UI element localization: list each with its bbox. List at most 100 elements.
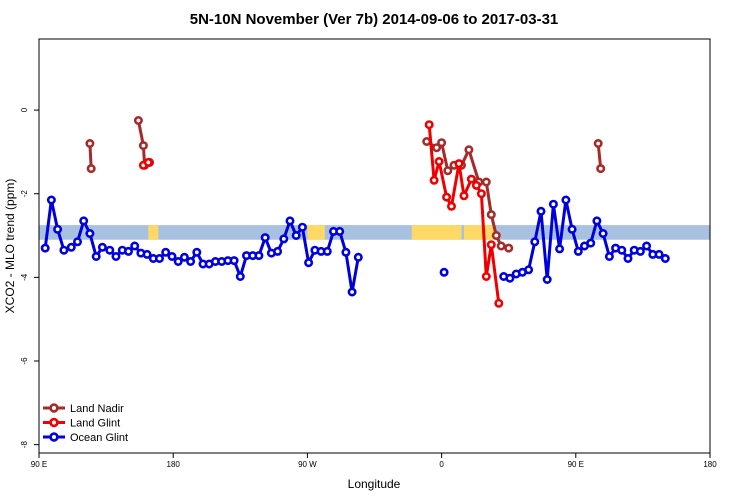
data-point bbox=[459, 191, 469, 201]
data-point bbox=[454, 159, 464, 169]
x-tick-label: 180 bbox=[167, 460, 181, 469]
y-tick-label: -4 bbox=[20, 273, 29, 281]
data-point bbox=[335, 226, 345, 236]
y-tick-label: -2 bbox=[20, 190, 29, 198]
band-highlight bbox=[307, 225, 325, 240]
data-point bbox=[173, 256, 183, 266]
data-point bbox=[486, 210, 496, 220]
data-point bbox=[494, 298, 504, 308]
chart-title: 5N-10N November (Ver 7b) 2014-09-06 to 2… bbox=[190, 11, 559, 28]
data-point bbox=[424, 120, 434, 130]
data-point bbox=[130, 241, 140, 251]
y-axis-label: XCO2 - MLO trend (ppm) bbox=[3, 179, 17, 314]
y-tick-label: 0 bbox=[20, 107, 29, 112]
data-point bbox=[133, 116, 143, 126]
data-point bbox=[442, 192, 452, 202]
data-point bbox=[79, 216, 89, 226]
data-point bbox=[432, 143, 442, 153]
data-point bbox=[481, 271, 491, 281]
x-tick-label: 90 E bbox=[31, 460, 47, 469]
data-point bbox=[353, 252, 363, 262]
data-point bbox=[434, 157, 444, 167]
data-point bbox=[542, 274, 552, 284]
data-point bbox=[496, 241, 506, 251]
band-highlight bbox=[411, 225, 462, 240]
x-axis-label: Longitude bbox=[348, 477, 401, 491]
x-tick-label: 90 E bbox=[568, 460, 584, 469]
y-tick-label: -8 bbox=[20, 441, 29, 449]
x-tick-label: 90 W bbox=[298, 460, 317, 469]
data-point bbox=[623, 254, 633, 264]
data-point bbox=[322, 246, 332, 256]
x-tick-label: 0 bbox=[439, 460, 444, 469]
data-point bbox=[429, 175, 439, 185]
data-point bbox=[229, 256, 239, 266]
data-point bbox=[97, 242, 107, 252]
data-point bbox=[155, 254, 165, 264]
data-point bbox=[91, 252, 101, 262]
data-point bbox=[604, 252, 614, 262]
data-point bbox=[279, 234, 289, 244]
data-point bbox=[561, 195, 571, 205]
data-point bbox=[86, 164, 96, 174]
x-tick-label: 180 bbox=[703, 460, 717, 469]
data-point bbox=[40, 243, 50, 253]
data-point bbox=[471, 180, 481, 190]
data-point bbox=[260, 233, 270, 243]
data-point bbox=[297, 222, 307, 232]
legend-item: Land Glint bbox=[43, 418, 120, 430]
data-point bbox=[186, 256, 196, 266]
series-land-glint bbox=[138, 120, 504, 308]
data-point bbox=[617, 245, 627, 255]
data-point bbox=[593, 139, 603, 149]
background-band bbox=[39, 225, 710, 240]
data-point bbox=[347, 287, 357, 297]
data-point bbox=[161, 247, 171, 257]
data-point bbox=[304, 258, 314, 268]
data-point bbox=[654, 249, 664, 259]
data-point bbox=[124, 246, 134, 256]
data-point bbox=[573, 246, 583, 256]
legend-item: Ocean Glint bbox=[43, 432, 128, 444]
data-point bbox=[530, 237, 540, 247]
data-point bbox=[592, 216, 602, 226]
data-point bbox=[179, 252, 189, 262]
x-axis: 90 E 180 90 W 0 90 E 180 bbox=[31, 453, 717, 469]
data-point bbox=[73, 237, 83, 247]
data-point bbox=[59, 245, 69, 255]
data-point bbox=[437, 138, 447, 148]
data-point bbox=[235, 271, 245, 281]
data-point bbox=[548, 199, 558, 209]
data-point bbox=[466, 174, 476, 184]
data-point bbox=[341, 247, 351, 257]
series-line bbox=[43, 198, 360, 294]
data-point bbox=[439, 267, 449, 277]
data-point bbox=[642, 241, 652, 251]
data-point bbox=[143, 157, 153, 167]
data-point bbox=[505, 273, 515, 283]
data-point bbox=[291, 231, 301, 241]
legend-label: Ocean Glint bbox=[70, 432, 128, 444]
data-point bbox=[481, 177, 491, 187]
band-highlight bbox=[463, 225, 494, 240]
data-point bbox=[504, 243, 514, 253]
data-point bbox=[273, 246, 283, 256]
data-point bbox=[567, 224, 577, 234]
data-point bbox=[555, 244, 565, 254]
y-axis: 0 -2 -4 -6 -8 bbox=[20, 107, 39, 448]
data-point bbox=[660, 254, 670, 264]
data-point bbox=[111, 252, 121, 262]
data-point bbox=[66, 242, 76, 252]
data-point bbox=[46, 195, 56, 205]
data-point bbox=[598, 229, 608, 239]
data-point bbox=[167, 252, 177, 262]
data-point bbox=[254, 251, 264, 261]
legend-item: Land Nadir bbox=[43, 403, 124, 415]
series-layer bbox=[40, 116, 670, 308]
legend-marker bbox=[49, 403, 59, 413]
legend-marker bbox=[49, 417, 59, 428]
data-point bbox=[586, 238, 596, 248]
plot-frame bbox=[38, 38, 711, 454]
data-point bbox=[85, 139, 95, 149]
